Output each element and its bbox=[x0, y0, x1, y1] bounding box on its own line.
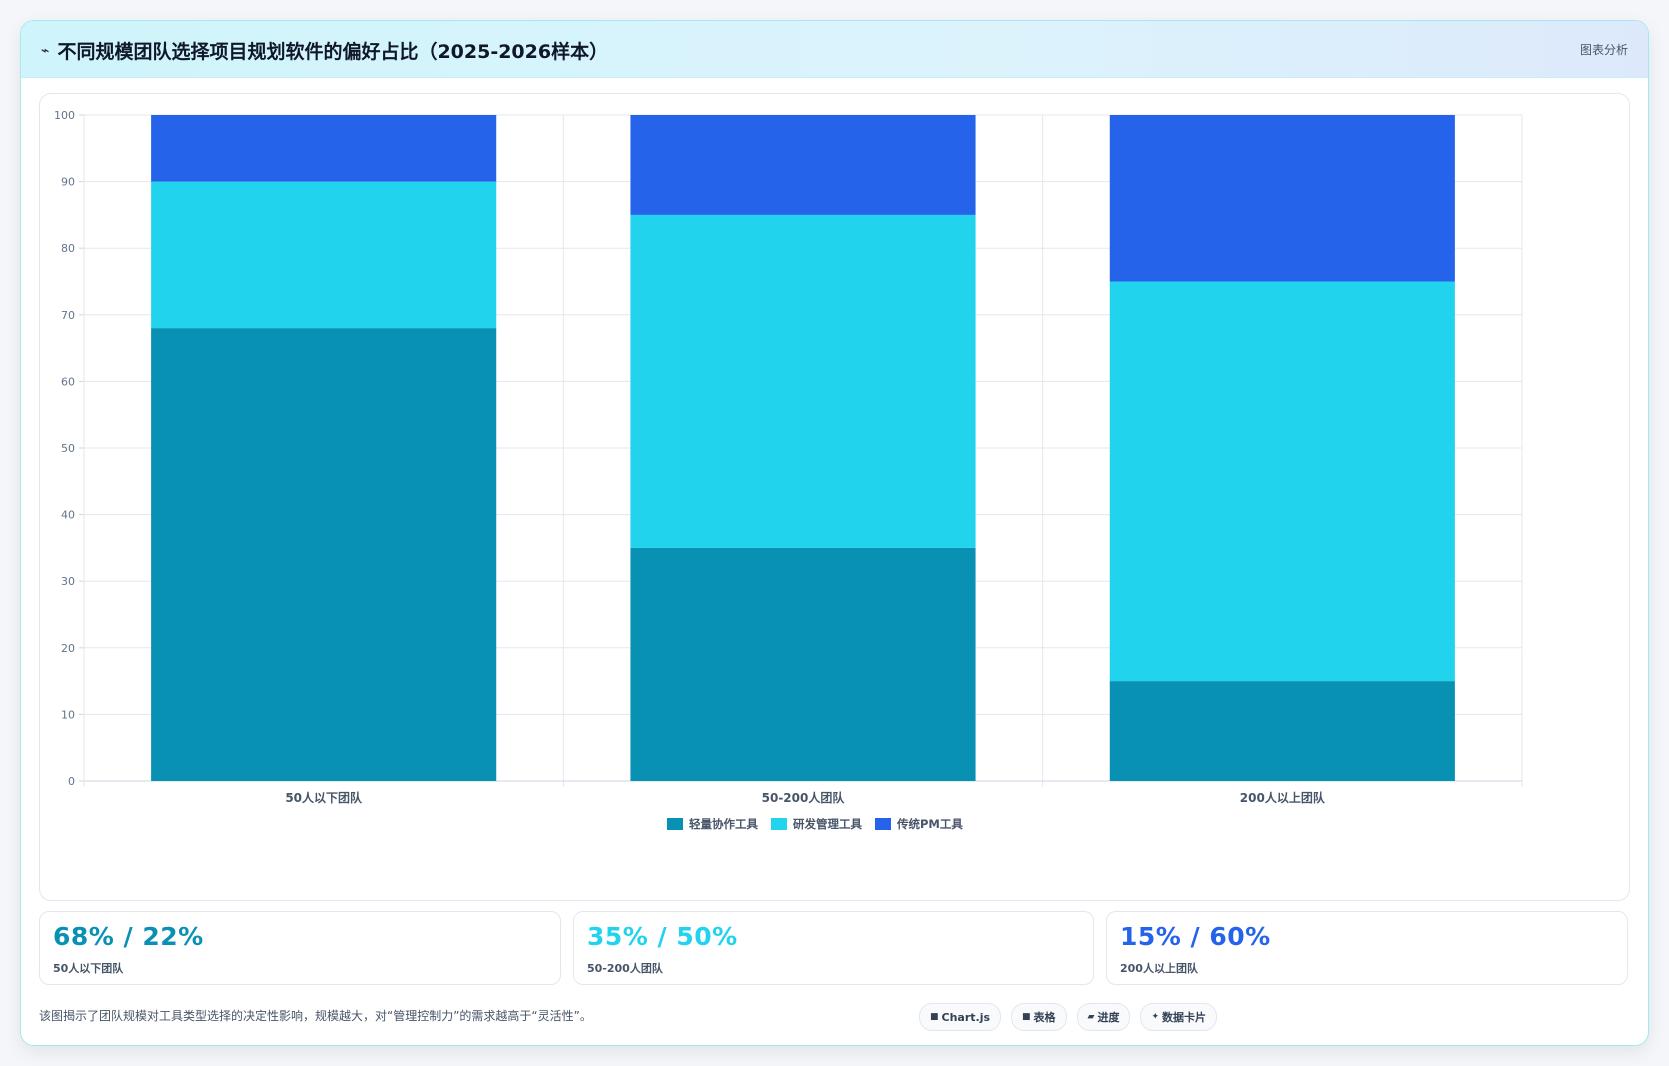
card-header: ⌁ 不同规模团队选择项目规划软件的偏好占比（2025-2026样本） 图表分析 bbox=[21, 21, 1648, 78]
bar-segment bbox=[1109, 681, 1455, 781]
bar-segment bbox=[630, 214, 976, 548]
legend-label: 轻量协作工具 bbox=[689, 817, 758, 831]
chip-label: 表格 bbox=[1033, 1011, 1056, 1024]
chart-icon: ⌁ bbox=[41, 42, 50, 59]
bar-segment bbox=[151, 328, 497, 781]
chip-label: Chart.js bbox=[941, 1010, 991, 1024]
chart-icon: ■ bbox=[930, 1012, 939, 1022]
bar-segment bbox=[151, 115, 497, 182]
y-tick-label: 30 bbox=[61, 575, 75, 588]
kpi-value: 15% / 60% bbox=[1120, 922, 1271, 951]
chart-card: ⌁ 不同规模团队选择项目规划软件的偏好占比（2025-2026样本） 图表分析 … bbox=[20, 20, 1649, 1046]
y-tick-label: 10 bbox=[61, 708, 75, 721]
chip-progress[interactable]: ▰ 进度 bbox=[1076, 1003, 1131, 1031]
y-tick-label: 80 bbox=[61, 242, 75, 255]
header-tag: 图表分析 bbox=[1579, 43, 1628, 57]
kpi-label: 50人以下团队 bbox=[53, 962, 124, 975]
legend-swatch bbox=[667, 818, 683, 830]
stacked-bar-chart: 0 10 20 30 40 50 60 70 80 90 100 50人以下团队 50-200人团队 20… bbox=[54, 109, 1523, 831]
y-tick-label: 20 bbox=[61, 642, 75, 655]
x-tick-label: 200人以上团队 bbox=[1240, 790, 1326, 805]
legend-swatch bbox=[771, 818, 787, 830]
legend-swatch bbox=[875, 818, 891, 830]
chart-panel: 0 10 20 30 40 50 60 70 80 90 100 50人以下团队 50-200人团队 20… bbox=[39, 93, 1630, 901]
bar-segment bbox=[630, 547, 976, 781]
bar-segment bbox=[1109, 281, 1455, 682]
chip-label: 数据卡片 bbox=[1162, 1011, 1207, 1024]
legend-label: 研发管理工具 bbox=[793, 817, 862, 831]
chip-row: ■ Chart.js ■ 表格 ▰ 进度 ✦ 数据卡片 bbox=[919, 1003, 1227, 1031]
y-tick-label: 90 bbox=[61, 176, 75, 189]
kpi-card-small-teams: 68% / 22% 50人以下团队 bbox=[39, 911, 561, 985]
sparkle-icon: ✦ bbox=[1151, 1012, 1160, 1022]
y-tick-label: 70 bbox=[61, 309, 75, 322]
kpi-label: 50-200人团队 bbox=[587, 962, 663, 975]
kpi-row: 68% / 22% 50人以下团队 35% / 50% 50-200人团队 15… bbox=[39, 911, 1628, 985]
legend-label: 传统PM工具 bbox=[896, 817, 963, 831]
y-tick-label: 60 bbox=[61, 375, 75, 388]
chip-chartjs[interactable]: ■ Chart.js bbox=[919, 1003, 1002, 1031]
title-wrap: ⌁ 不同规模团队选择项目规划软件的偏好占比（2025-2026样本） bbox=[41, 37, 608, 64]
kpi-card-large-teams: 15% / 60% 200人以上团队 bbox=[1106, 911, 1628, 985]
bar-segment bbox=[151, 181, 497, 329]
kpi-label: 200人以上团队 bbox=[1120, 962, 1198, 975]
bar-segment bbox=[630, 115, 976, 215]
y-tick-label: 40 bbox=[61, 509, 75, 522]
y-tick-label: 100 bbox=[54, 109, 75, 122]
kpi-value: 35% / 50% bbox=[587, 922, 738, 951]
x-tick-label: 50人以下团队 bbox=[285, 790, 363, 805]
y-tick-label: 50 bbox=[61, 442, 75, 455]
bar-segment bbox=[1109, 115, 1455, 282]
chip-data-card[interactable]: ✦ 数据卡片 bbox=[1140, 1003, 1218, 1031]
chip-label: 进度 bbox=[1097, 1011, 1120, 1024]
chip-table[interactable]: ■ 表格 bbox=[1011, 1003, 1067, 1031]
footer-note: 该图揭示了团队规模对工具类型选择的决定性影响，规模越大，对“管理控制力”的需求越… bbox=[39, 1009, 592, 1023]
y-tick-label: 0 bbox=[68, 775, 75, 788]
kpi-value: 68% / 22% bbox=[53, 922, 204, 951]
x-tick-label: 50-200人团队 bbox=[762, 790, 846, 805]
table-icon: ■ bbox=[1022, 1012, 1031, 1022]
page-title: 不同规模团队选择项目规划软件的偏好占比（2025-2026样本） bbox=[57, 41, 609, 63]
progress-icon: ▰ bbox=[1087, 1012, 1095, 1022]
kpi-card-mid-teams: 35% / 50% 50-200人团队 bbox=[573, 911, 1094, 985]
